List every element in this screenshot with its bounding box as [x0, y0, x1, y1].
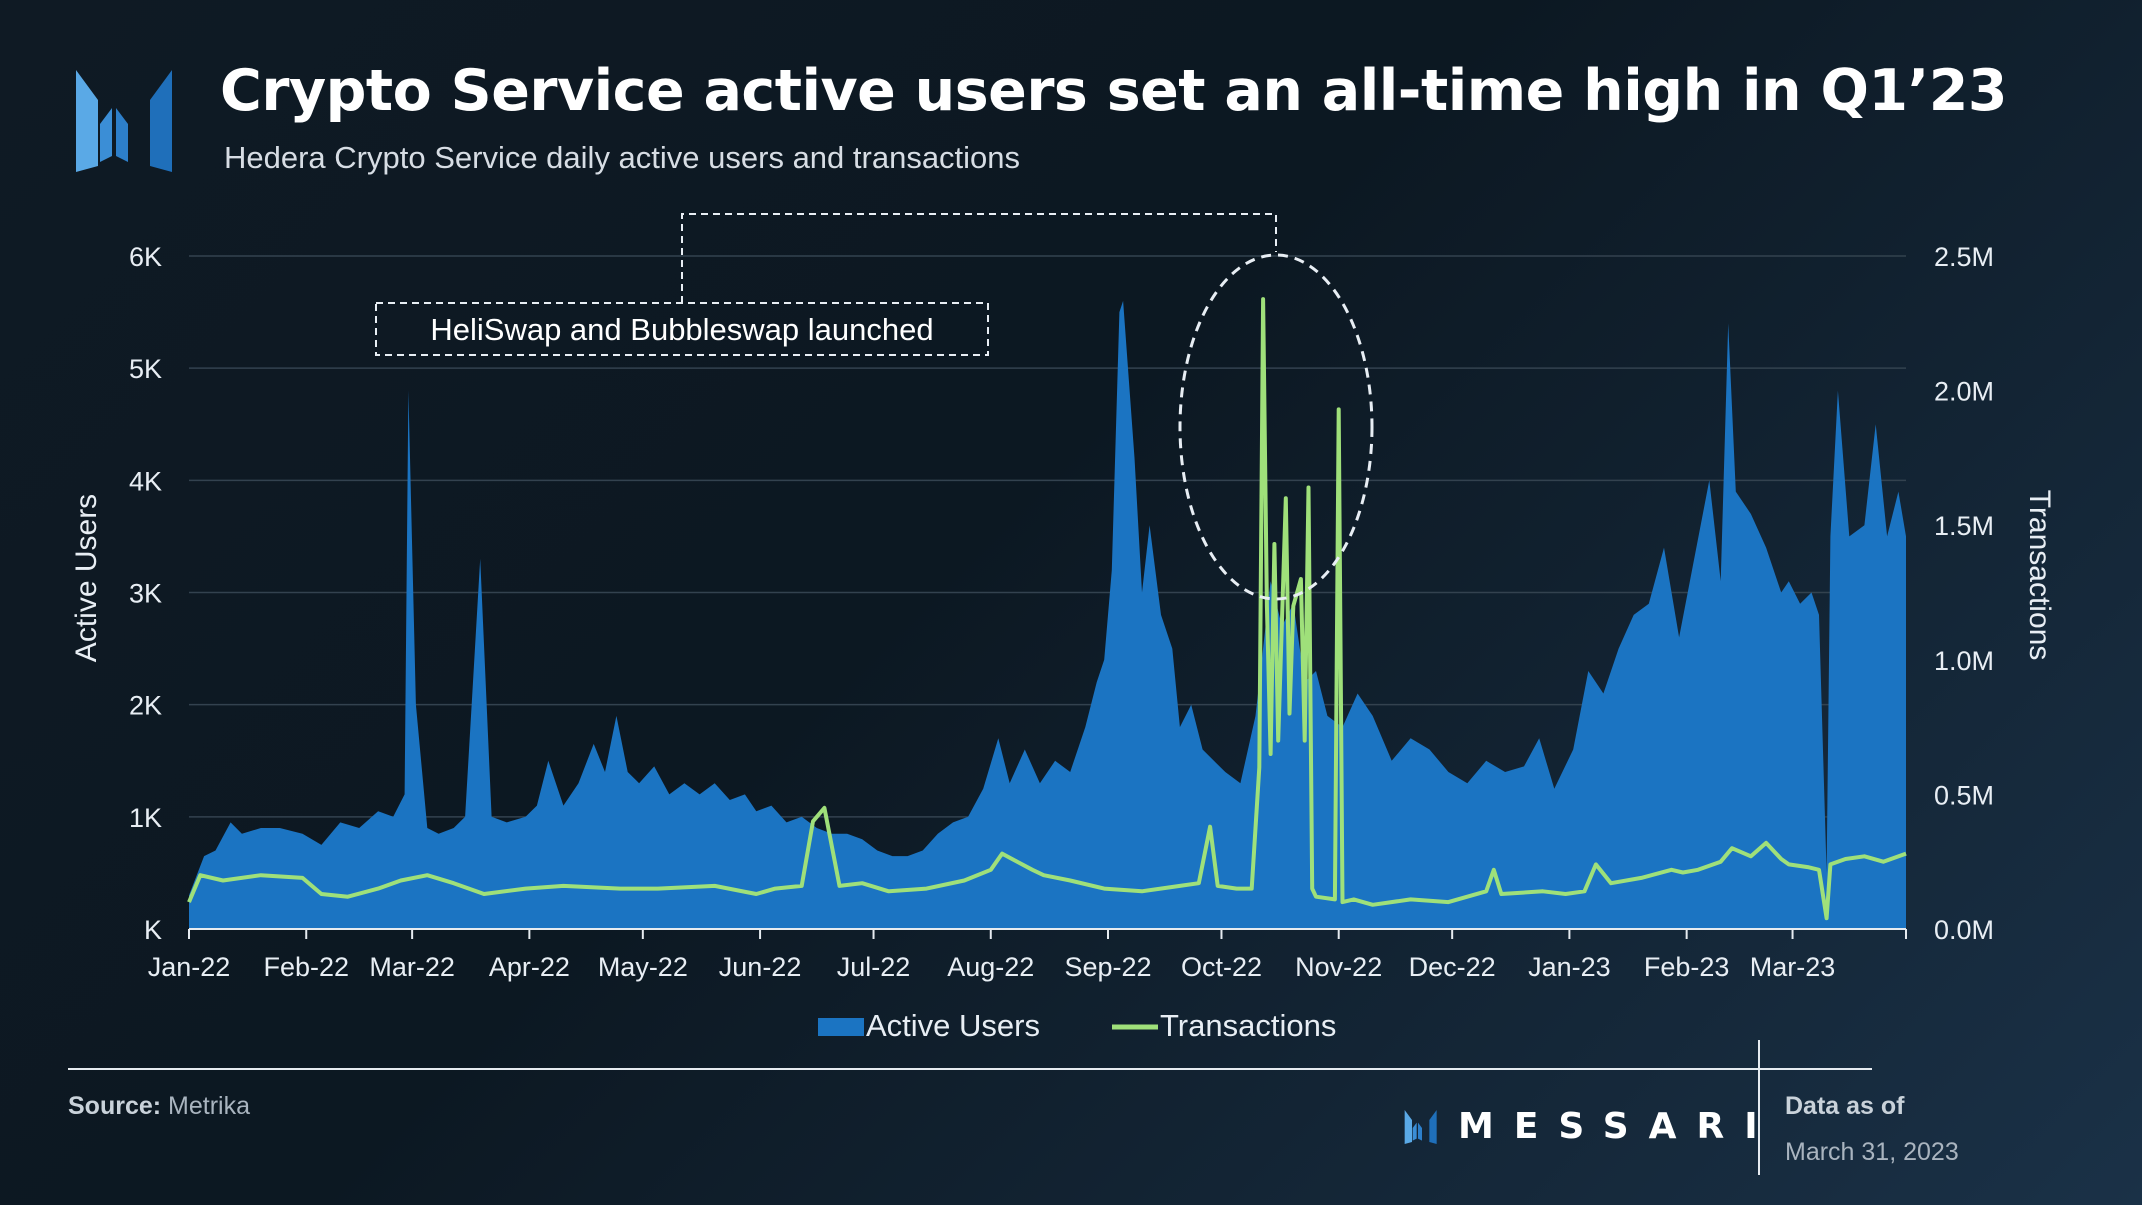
y-right-tick-label: 2.0M: [1934, 377, 1994, 407]
y-right-axis-ticks: 0.0M 0.5M 1.0M 1.5M 2.0M 2.5M: [1934, 242, 1994, 945]
y-left-tick-label: 4K: [129, 466, 162, 496]
x-tick-label: Jan-23: [1528, 952, 1611, 982]
legend-label-transactions: Transactions: [1160, 1008, 1336, 1043]
brand-lockup: MESSARI: [1402, 1106, 1778, 1147]
source-value: Metrika: [168, 1092, 251, 1120]
x-tick-label: Oct-22: [1181, 952, 1262, 982]
x-tick-label: Jan-22: [148, 952, 231, 982]
y-left-tick-label: 3K: [129, 579, 162, 609]
y-right-tick-label: 2.5M: [1934, 242, 1994, 272]
y-left-tick-label: 5K: [129, 354, 162, 384]
x-tick-label: Nov-22: [1295, 952, 1382, 982]
active-users-area: [189, 300, 1906, 929]
y-right-tick-label: 0.0M: [1934, 915, 1994, 945]
legend-label-active-users: Active Users: [866, 1008, 1040, 1043]
x-tick-label: May-22: [598, 952, 688, 982]
page-title: Crypto Service active users set an all-t…: [220, 58, 2008, 124]
y-left-tick-label: 1K: [129, 803, 162, 833]
y-right-tick-label: 0.5M: [1934, 780, 1994, 810]
data-as-of-date: March 31, 2023: [1785, 1138, 1959, 1166]
x-tick-label: Jun-22: [719, 952, 802, 982]
footer-divider: [68, 1068, 1872, 1070]
annotation-text: HeliSwap and Bubbleswap launched: [430, 312, 933, 347]
source-label: Source:: [68, 1092, 162, 1120]
transactions-line: [187, 297, 1907, 921]
y-right-axis-label: Transactions: [2023, 490, 2056, 661]
footer-vertical-divider: [1758, 1040, 1760, 1175]
y-left-tick-label: 2K: [129, 691, 162, 721]
y-left-axis-label: Active Users: [70, 494, 103, 662]
x-tick-label: Feb-23: [1644, 952, 1730, 982]
y-left-tick-label: K: [144, 915, 162, 945]
source-note: Source: Metrika: [68, 1092, 250, 1121]
x-tick-label: Apr-22: [489, 952, 570, 982]
x-tick-label: Mar-23: [1750, 952, 1836, 982]
y-right-tick-label: 1.5M: [1934, 511, 1994, 541]
x-tick-label: Mar-22: [369, 952, 455, 982]
y-left-tick-label: 6K: [129, 242, 162, 272]
y-right-tick-label: 1.0M: [1934, 646, 1994, 676]
x-tick-label: Sep-22: [1064, 952, 1151, 982]
x-tick-label: Dec-22: [1409, 952, 1496, 982]
messari-logo-icon: [76, 70, 172, 172]
x-tick-label: Jul-22: [837, 952, 911, 982]
annotation-callout: HeliSwap and Bubbleswap launched: [375, 213, 1374, 601]
legend-swatch-active-users: [818, 1018, 864, 1036]
page-subtitle: Hedera Crypto Service daily active users…: [224, 140, 1021, 175]
chart: Jan-22 Feb-22 Mar-22 Apr-22 May-22 Jun-22 Jul-…: [70, 213, 2056, 1043]
data-as-of-label: Data as of: [1785, 1092, 1905, 1120]
y-left-axis-ticks: K 1K 2K 3K 4K 5K 6K: [129, 242, 162, 945]
x-tick-label: Aug-22: [947, 952, 1034, 982]
x-tick-label: Feb-22: [263, 952, 349, 982]
legend: Active Users Transactions: [818, 1008, 1336, 1043]
brand-name: MESSARI: [1458, 1106, 1778, 1147]
messari-small-logo-icon: [1404, 1109, 1437, 1144]
x-axis-ticks: Jan-22 Feb-22 Mar-22 Apr-22 May-22 Jun-22 Jul-…: [148, 929, 1907, 982]
